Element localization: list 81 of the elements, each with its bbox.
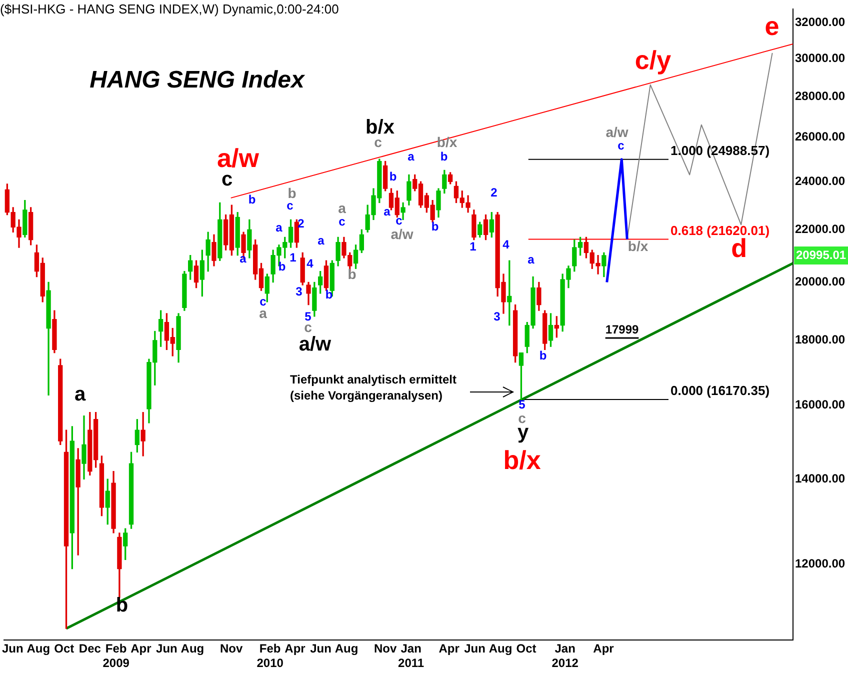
y-tick-label: 26000.00 — [795, 130, 846, 144]
y-tick-label: 30000.00 — [795, 50, 846, 65]
annotation: 3 — [494, 309, 501, 324]
annotation: 4 — [306, 256, 314, 270]
series-label: 0.618 (21620.01) — [670, 222, 770, 238]
y-tick-label: 16000.00 — [795, 398, 846, 412]
x-tick-label: Jan 2011 — [398, 642, 424, 670]
x-tick-label: Apr — [438, 642, 460, 656]
x-tick-label: Feb 2010 — [256, 642, 284, 670]
annotation: b — [325, 287, 333, 302]
annotation: b — [348, 266, 356, 282]
x-tick-label: Apr — [130, 642, 152, 656]
annotation: b — [288, 184, 296, 201]
annotation: 5 — [518, 397, 526, 412]
annotation: e — [764, 11, 780, 42]
chart-subtitle: ($HSI-HKG - HANG SENG INDEX,W) Dynamic,0:00-24:00 — [0, 2, 339, 17]
y-tick-label: 14000.00 — [795, 471, 846, 486]
annotation: 2 — [490, 185, 498, 200]
x-tick-label: Jun — [310, 642, 332, 656]
series-label: 0.000 (16170.35) — [670, 383, 770, 398]
x-tick-label: Jan 2012 — [552, 642, 579, 670]
y-tick-label: 22000.00 — [795, 222, 846, 236]
annotation: b — [389, 169, 397, 184]
annotation: b — [278, 259, 286, 274]
x-tick-label: Oct — [54, 642, 74, 656]
x-tick-label: Feb 2009 — [102, 642, 130, 670]
annotation: b — [440, 149, 448, 164]
annotation: a — [384, 204, 391, 218]
annotation: b/x — [436, 134, 458, 150]
x-tick-label: Dec — [78, 642, 102, 656]
x-tick-label: Nov — [374, 642, 397, 656]
annotation: b/x — [503, 445, 542, 476]
annotation: a — [74, 384, 86, 406]
x-tick-label: Aug — [26, 642, 50, 656]
annotation: c/y — [634, 45, 672, 76]
x-tick-label: Aug — [334, 642, 358, 656]
annotation: a — [528, 252, 535, 266]
y-tick-label: 12000.00 — [795, 556, 846, 571]
annotation: 1 — [470, 239, 477, 254]
y-tick-label: 24000.00 — [795, 174, 846, 188]
annotation: a — [338, 200, 346, 216]
annotation: a/w — [606, 124, 628, 140]
annotation: b — [539, 348, 547, 362]
annotation: a — [240, 251, 247, 266]
x-tick-label: Apr — [593, 642, 614, 656]
x-tick-label: Jun — [2, 642, 24, 656]
x-tick-label: Nov — [220, 642, 243, 656]
x-tick-label: Oct — [516, 642, 536, 656]
annotation: b/x — [628, 238, 648, 254]
annotation: a — [408, 149, 415, 164]
x-tick-label: Jun — [156, 642, 178, 656]
annotation: c — [286, 198, 294, 212]
annotation: Tiefpunkt analytisch ermittelt — [290, 372, 456, 386]
annotation: a — [276, 220, 283, 234]
x-tick-label: Apr — [284, 642, 306, 656]
annotation: 4 — [502, 237, 510, 252]
annotation: b — [248, 192, 256, 206]
annotation: a — [318, 233, 325, 248]
annotation: 17999 — [605, 322, 640, 336]
text: 20995.01 — [796, 248, 846, 262]
y-tick-label: 18000.00 — [795, 332, 846, 347]
annotation: c — [396, 213, 403, 228]
annotation: a/w — [298, 334, 332, 356]
text: HANG SENG Index — [90, 66, 306, 94]
annotation: 2 — [298, 216, 305, 230]
y-tick-label: 32000.00 — [795, 15, 846, 30]
x-tick-label: Aug — [488, 642, 512, 656]
annotation: 3 — [296, 284, 303, 298]
annotation: c — [338, 214, 346, 228]
y-tick-label: 28000.00 — [795, 88, 846, 103]
annotation: (siehe Vorgängeranalysen) — [290, 388, 442, 402]
annotation: 5 — [304, 309, 312, 324]
annotation: b — [116, 594, 128, 617]
annotation: b — [431, 219, 439, 234]
y-tick-label: 20000.00 — [795, 274, 846, 289]
annotation: c — [618, 138, 625, 152]
series-label: 1.000 (24988.57) — [670, 142, 770, 158]
x-tick-label: Jun — [464, 642, 486, 656]
x-tick-label: Aug — [180, 642, 204, 656]
annotation: 1 — [290, 250, 297, 264]
annotation: a/w — [390, 226, 414, 242]
